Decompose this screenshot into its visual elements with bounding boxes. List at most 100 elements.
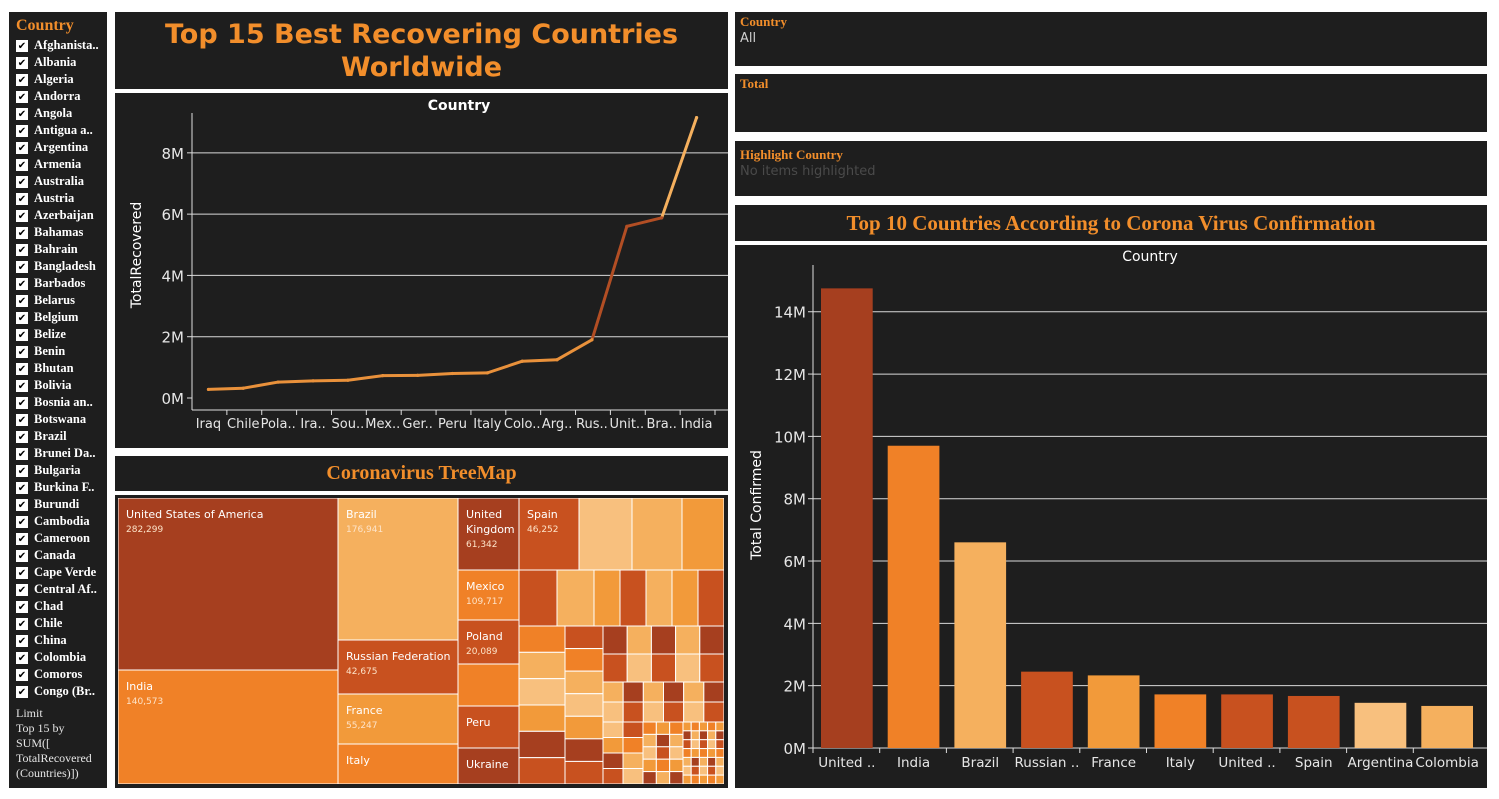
line-series-segment bbox=[520, 358, 559, 363]
country-checkbox-item[interactable]: ✔ Colombia bbox=[16, 649, 108, 666]
recovered-line-chart[interactable]: Country TotalRecovered 0M 2M 4M 6M 8M Iraq Chile… bbox=[115, 93, 728, 448]
checkbox-checked-icon[interactable]: ✔ bbox=[16, 549, 28, 562]
country-checkbox-item[interactable]: ✔ Congo (Br.. bbox=[16, 683, 108, 700]
checkbox-checked-icon[interactable]: ✔ bbox=[16, 600, 28, 613]
country-checkbox-item[interactable]: ✔ Cameroon bbox=[16, 530, 108, 547]
bar-y-tick-label: 0M bbox=[784, 740, 807, 758]
checkbox-checked-icon[interactable]: ✔ bbox=[16, 107, 28, 120]
country-checkbox-item[interactable]: ✔ Burkina F.. bbox=[16, 479, 108, 496]
country-checkbox-item[interactable]: ✔ Botswana bbox=[16, 411, 108, 428]
country-checkbox-item[interactable]: ✔ Cambodia bbox=[16, 513, 108, 530]
checkbox-checked-icon[interactable]: ✔ bbox=[16, 498, 28, 511]
checkbox-checked-icon[interactable]: ✔ bbox=[16, 192, 28, 205]
checkbox-checked-icon[interactable]: ✔ bbox=[16, 56, 28, 69]
checkbox-checked-icon[interactable]: ✔ bbox=[16, 294, 28, 307]
checkbox-checked-icon[interactable]: ✔ bbox=[16, 583, 28, 596]
line-data-point bbox=[694, 115, 699, 120]
checkbox-checked-icon[interactable]: ✔ bbox=[16, 243, 28, 256]
country-checkbox-item[interactable]: ✔ Burundi bbox=[16, 496, 108, 513]
treemap-cell-label: Poland bbox=[466, 630, 503, 643]
country-checkbox-item[interactable]: ✔ Benin bbox=[16, 343, 108, 360]
country-checkbox-item[interactable]: ✔ Barbados bbox=[16, 275, 108, 292]
checkbox-checked-icon[interactable]: ✔ bbox=[16, 328, 28, 341]
checkbox-checked-icon[interactable]: ✔ bbox=[16, 124, 28, 137]
checkbox-checked-icon[interactable]: ✔ bbox=[16, 396, 28, 409]
country-checkbox-item[interactable]: ✔ Brunei Da.. bbox=[16, 445, 108, 462]
country-checkbox-item[interactable]: ✔ Argentina bbox=[16, 139, 108, 156]
line-series-segment bbox=[660, 116, 699, 220]
checkbox-checked-icon[interactable]: ✔ bbox=[16, 515, 28, 528]
country-checkbox-label: Belize bbox=[34, 327, 66, 341]
country-checkbox-item[interactable]: ✔ Brazil bbox=[16, 428, 108, 445]
checkbox-checked-icon[interactable]: ✔ bbox=[16, 141, 28, 154]
country-checkbox-item[interactable]: ✔ Armenia bbox=[16, 156, 108, 173]
checkbox-checked-icon[interactable]: ✔ bbox=[16, 685, 28, 698]
checkbox-checked-icon[interactable]: ✔ bbox=[16, 447, 28, 460]
checkbox-checked-icon[interactable]: ✔ bbox=[16, 668, 28, 681]
country-checkbox-item[interactable]: ✔ Bahamas bbox=[16, 224, 108, 241]
checkbox-checked-icon[interactable]: ✔ bbox=[16, 90, 28, 103]
country-checkbox-item[interactable]: ✔ Belize bbox=[16, 326, 108, 343]
country-dropdown-filter[interactable]: Country All bbox=[735, 12, 1487, 66]
coronavirus-treemap[interactable]: United States of America 282,299 India 140,… bbox=[118, 498, 724, 784]
country-checkbox-item[interactable]: ✔ Belgium bbox=[16, 309, 108, 326]
country-checkbox-item[interactable]: ✔ Chad bbox=[16, 598, 108, 615]
treemap-cell bbox=[622, 721, 644, 738]
checkbox-checked-icon[interactable]: ✔ bbox=[16, 481, 28, 494]
country-checkbox-item[interactable]: ✔ Chile bbox=[16, 615, 108, 632]
country-checkbox-item[interactable]: ✔ Belarus bbox=[16, 292, 108, 309]
country-checkbox-item[interactable]: ✔ Bahrain bbox=[16, 241, 108, 258]
checkbox-checked-icon[interactable]: ✔ bbox=[16, 311, 28, 324]
checkbox-checked-icon[interactable]: ✔ bbox=[16, 73, 28, 86]
country-checkbox-item[interactable]: ✔ Azerbaijan bbox=[16, 207, 108, 224]
country-checkbox-item[interactable]: ✔ China bbox=[16, 632, 108, 649]
country-checkbox-item[interactable]: ✔ Andorra bbox=[16, 88, 108, 105]
country-checkbox-item[interactable]: ✔ Bangladesh bbox=[16, 258, 108, 275]
highlight-country-filter[interactable]: Highlight Country No items highlighted bbox=[735, 141, 1487, 196]
confirmed-bar-chart[interactable]: Country Total Confirmed 0M 2M 4M 6M 8M 10M 12M 14… bbox=[735, 245, 1487, 788]
checkbox-checked-icon[interactable]: ✔ bbox=[16, 634, 28, 647]
checkbox-checked-icon[interactable]: ✔ bbox=[16, 362, 28, 375]
country-checkbox-item[interactable]: ✔ Cape Verde bbox=[16, 564, 108, 581]
country-checkbox-item[interactable]: ✔ Albania bbox=[16, 54, 108, 71]
checkbox-checked-icon[interactable]: ✔ bbox=[16, 617, 28, 630]
country-checkbox-item[interactable]: ✔ Austria bbox=[16, 190, 108, 207]
checkbox-checked-icon[interactable]: ✔ bbox=[16, 260, 28, 273]
country-checkbox-item[interactable]: ✔ Bolivia bbox=[16, 377, 108, 394]
country-checkbox-item[interactable]: ✔ Bosnia an.. bbox=[16, 394, 108, 411]
checkbox-checked-icon[interactable]: ✔ bbox=[16, 532, 28, 545]
line-data-point bbox=[241, 386, 245, 390]
country-checkbox-item[interactable]: ✔ Angola bbox=[16, 105, 108, 122]
country-checkbox-item[interactable]: ✔ Australia bbox=[16, 173, 108, 190]
checkbox-checked-icon[interactable]: ✔ bbox=[16, 566, 28, 579]
country-checkbox-item[interactable]: ✔ Antigua a.. bbox=[16, 122, 108, 139]
treemap-cell bbox=[655, 721, 671, 735]
checkbox-checked-icon[interactable]: ✔ bbox=[16, 464, 28, 477]
country-filter-value[interactable]: All bbox=[740, 31, 757, 46]
checkbox-checked-icon[interactable]: ✔ bbox=[16, 158, 28, 171]
country-checkbox-item[interactable]: ✔ Afghanista.. bbox=[16, 37, 108, 54]
total-filter[interactable]: Total bbox=[735, 74, 1487, 132]
checkbox-checked-icon[interactable]: ✔ bbox=[16, 651, 28, 664]
checkbox-checked-icon[interactable]: ✔ bbox=[16, 413, 28, 426]
checkbox-checked-icon[interactable]: ✔ bbox=[16, 430, 28, 443]
country-checkbox-item[interactable]: ✔ Bhutan bbox=[16, 360, 108, 377]
country-checkbox-label: Bosnia an.. bbox=[34, 395, 93, 409]
confirmed-bar-chart-panel: Country Total Confirmed 0M 2M 4M 6M 8M 10M 12M 14… bbox=[735, 245, 1487, 788]
checkbox-checked-icon[interactable]: ✔ bbox=[16, 209, 28, 222]
checkbox-checked-icon[interactable]: ✔ bbox=[16, 175, 28, 188]
checkbox-checked-icon[interactable]: ✔ bbox=[16, 39, 28, 52]
checkbox-checked-icon[interactable]: ✔ bbox=[16, 277, 28, 290]
checkbox-checked-icon[interactable]: ✔ bbox=[16, 379, 28, 392]
country-checkbox-item[interactable]: ✔ Central Af.. bbox=[16, 581, 108, 598]
country-checkbox-item[interactable]: ✔ Comoros bbox=[16, 666, 108, 683]
highlight-filter-input[interactable]: No items highlighted bbox=[740, 164, 876, 179]
treemap-cell bbox=[622, 701, 644, 723]
checkbox-checked-icon[interactable]: ✔ bbox=[16, 345, 28, 358]
country-checkbox-item[interactable]: ✔ Bulgaria bbox=[16, 462, 108, 479]
treemap-title-panel: Coronavirus TreeMap bbox=[115, 456, 728, 491]
country-checkbox-item[interactable]: ✔ Algeria bbox=[16, 71, 108, 88]
country-checkbox-item[interactable]: ✔ Canada bbox=[16, 547, 108, 564]
treemap-cell bbox=[602, 681, 624, 703]
checkbox-checked-icon[interactable]: ✔ bbox=[16, 226, 28, 239]
